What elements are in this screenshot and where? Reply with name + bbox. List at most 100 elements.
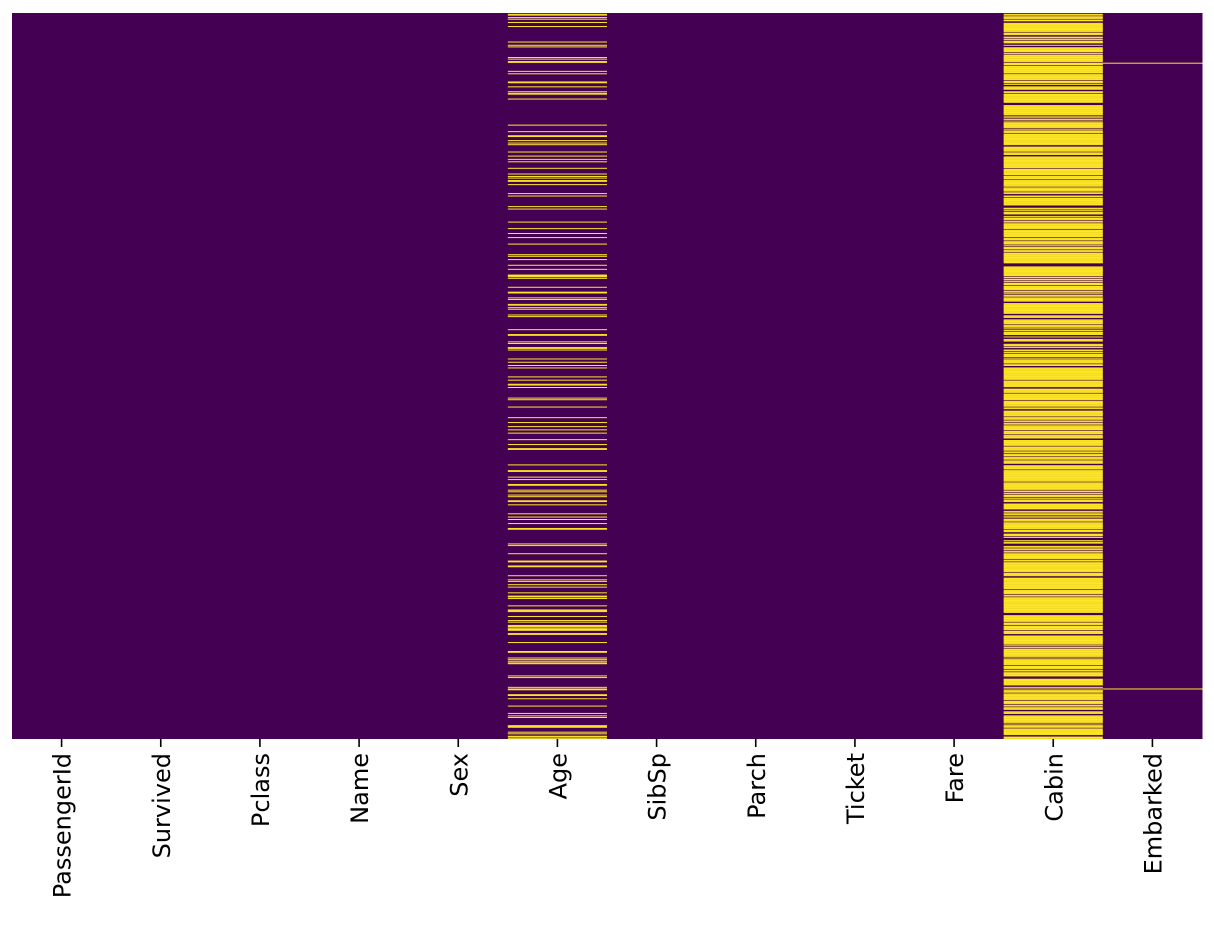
missing-cell-cabin — [1003, 563, 1104, 564]
missing-cell-cabin — [1003, 410, 1104, 412]
missing-cell-age — [507, 494, 608, 496]
missing-cell-age — [507, 553, 608, 555]
missing-cell-age — [507, 620, 608, 622]
missing-cell-age — [507, 397, 608, 399]
missing-cell-cabin — [1003, 566, 1104, 568]
missing-cell-cabin — [1003, 197, 1104, 199]
column-cells-ticket — [805, 13, 905, 739]
missing-cell-cabin — [1003, 440, 1104, 442]
missing-cell-cabin — [1003, 467, 1104, 469]
missing-cell-age — [507, 688, 608, 690]
missing-cell-cabin — [1003, 76, 1104, 78]
missing-cell-age — [507, 735, 608, 737]
missing-cell-cabin — [1003, 426, 1104, 428]
missing-cell-cabin — [1003, 303, 1104, 305]
missing-cell-age — [507, 592, 608, 594]
missing-cell-cabin — [1003, 506, 1104, 508]
missing-cell-cabin — [1003, 637, 1104, 639]
missing-cell-cabin — [1003, 288, 1104, 290]
missing-cell-age — [507, 379, 608, 381]
missing-cell-cabin — [1003, 144, 1104, 146]
missing-cell-age — [507, 642, 608, 644]
missing-cell-cabin — [1003, 734, 1104, 736]
missing-cell-cabin — [1003, 441, 1104, 443]
missing-cell-cabin — [1003, 87, 1104, 89]
missing-cell-cabin — [1003, 371, 1104, 373]
missing-cell-cabin — [1003, 439, 1104, 441]
missing-cell-cabin — [1003, 247, 1104, 249]
missing-cell-cabin — [1003, 452, 1104, 454]
missing-cell-cabin — [1003, 588, 1104, 590]
missing-cell-cabin — [1003, 47, 1104, 49]
missing-cell-cabin — [1003, 234, 1104, 236]
missing-cell-cabin — [1003, 267, 1104, 269]
missing-cell-cabin — [1003, 708, 1104, 710]
missing-cell-cabin — [1003, 180, 1104, 182]
missing-cell-cabin — [1003, 395, 1104, 397]
missing-cell-cabin — [1003, 250, 1104, 252]
missing-cell-cabin — [1003, 169, 1104, 171]
missing-cell-cabin — [1003, 136, 1104, 138]
missing-cell-cabin — [1003, 304, 1104, 306]
missing-cell-cabin — [1003, 224, 1104, 226]
missing-cell-cabin — [1003, 519, 1104, 521]
missing-cell-cabin — [1003, 202, 1104, 204]
missing-cell-cabin — [1003, 707, 1104, 709]
missing-cell-age — [507, 496, 608, 498]
missing-cell-age — [507, 161, 608, 163]
column-cells-pclass — [210, 13, 310, 739]
missing-cell-cabin — [1003, 702, 1104, 704]
missing-cell-age — [507, 367, 608, 369]
missing-cell-cabin — [1003, 252, 1104, 254]
missing-cell-cabin — [1003, 423, 1104, 425]
missing-cell-cabin — [1003, 26, 1104, 28]
missing-cell-cabin — [1003, 91, 1104, 93]
missing-cell-age — [507, 180, 608, 182]
missing-cell-age — [507, 399, 608, 401]
missing-cell-age — [507, 659, 608, 661]
missing-cell-cabin — [1003, 701, 1104, 703]
missing-cell-cabin — [1003, 523, 1104, 525]
missing-cell-cabin — [1003, 125, 1104, 127]
missing-cell-cabin — [1003, 338, 1104, 340]
missing-cell-cabin — [1003, 483, 1104, 485]
missing-cell-cabin — [1003, 651, 1104, 652]
missing-cell-cabin — [1003, 603, 1104, 605]
missing-cell-cabin — [1003, 651, 1104, 653]
missing-cell-cabin — [1003, 226, 1104, 228]
missing-cell-cabin — [1003, 511, 1104, 513]
missing-cell-cabin — [1003, 195, 1104, 197]
missing-cell-cabin — [1003, 75, 1104, 77]
missing-cell-cabin — [1003, 571, 1104, 573]
missing-cell-cabin — [1003, 347, 1104, 349]
missing-cell-cabin — [1003, 312, 1104, 314]
missing-cell-cabin — [1003, 83, 1104, 85]
missing-cell-cabin — [1003, 541, 1104, 543]
heatmap-cells — [12, 13, 1203, 740]
missing-cell-cabin — [1003, 353, 1104, 355]
missing-cell-cabin — [1003, 466, 1104, 468]
missing-cell-cabin — [1003, 74, 1104, 76]
missing-cell-cabin — [1003, 635, 1104, 637]
missing-cell-age — [507, 308, 608, 310]
missing-cell-cabin — [1003, 736, 1104, 738]
missing-cell-cabin — [1003, 162, 1104, 164]
missing-cell-cabin — [1003, 515, 1104, 517]
missing-cell-cabin — [1003, 378, 1104, 380]
missing-cell-cabin — [1003, 583, 1104, 585]
missing-cell-cabin — [1003, 422, 1104, 424]
missing-cell-cabin — [1003, 717, 1104, 719]
missing-cell-cabin — [1003, 307, 1104, 309]
missing-cell-cabin — [1003, 376, 1104, 378]
missing-cell-cabin — [1003, 97, 1104, 99]
missing-cell-cabin — [1003, 723, 1104, 725]
missing-cell-age — [507, 686, 608, 688]
missing-cell-cabin — [1003, 617, 1104, 619]
missing-cell-cabin — [1003, 474, 1104, 476]
missing-cell-cabin — [1003, 137, 1104, 139]
missing-cell-cabin — [1003, 261, 1104, 263]
missing-cell-cabin — [1003, 231, 1104, 233]
missing-cell-cabin — [1003, 181, 1104, 183]
missing-cell-cabin — [1003, 95, 1104, 97]
